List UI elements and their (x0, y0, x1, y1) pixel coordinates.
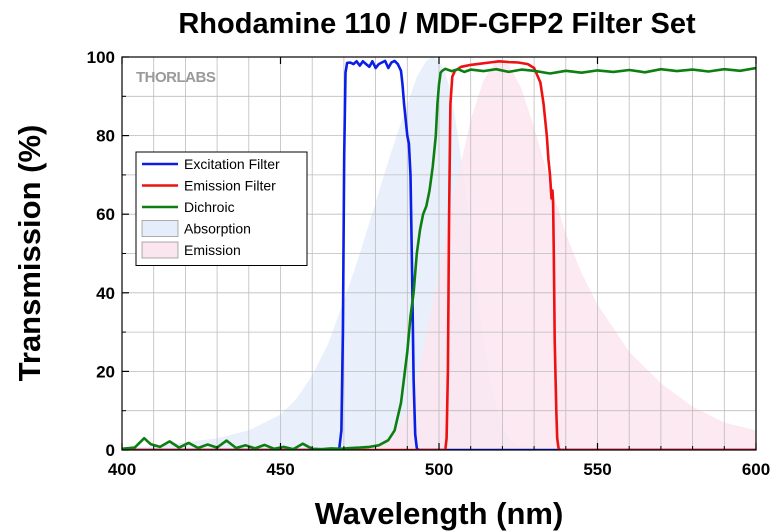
legend-label-emission-filter: Emission Filter (184, 178, 276, 194)
legend-label-emission: Emission (184, 242, 241, 258)
excitation-filter-line (122, 59, 756, 450)
legend-label-absorption: Absorption (184, 221, 251, 237)
x-tick-label: 550 (583, 460, 611, 479)
y-tick-label: 60 (96, 205, 115, 224)
emission-filter-line (122, 59, 756, 450)
legend-label-excitation-filter: Excitation Filter (184, 156, 280, 172)
dichroic-line (122, 66, 756, 450)
x-tick-label: 400 (108, 460, 136, 479)
watermark-logo: THORLABS (136, 69, 216, 86)
x-tick-label: 500 (425, 460, 453, 479)
y-tick-label: 40 (96, 284, 115, 303)
legend-swatch-absorption (141, 220, 179, 237)
y-tick-label: 20 (96, 362, 115, 381)
x-tick-label: 450 (266, 460, 294, 479)
chart-title: Rhodamine 110 / MDF-GFP2 Filter Set (178, 8, 696, 40)
legend-label-dichroic: Dichroic (184, 199, 235, 215)
x-tick-label: 600 (742, 460, 770, 479)
legend-swatch-emission (141, 241, 179, 259)
x-axis-label: Wavelength (nm) (315, 496, 564, 531)
y-tick-label: 100 (87, 48, 115, 67)
y-tick-label: 0 (106, 441, 115, 460)
legend: Excitation Filter Emission Filter Dichroic… (135, 151, 308, 266)
y-tick-label: 80 (96, 127, 115, 146)
y-axis-label: Transmission (%) (12, 125, 47, 382)
